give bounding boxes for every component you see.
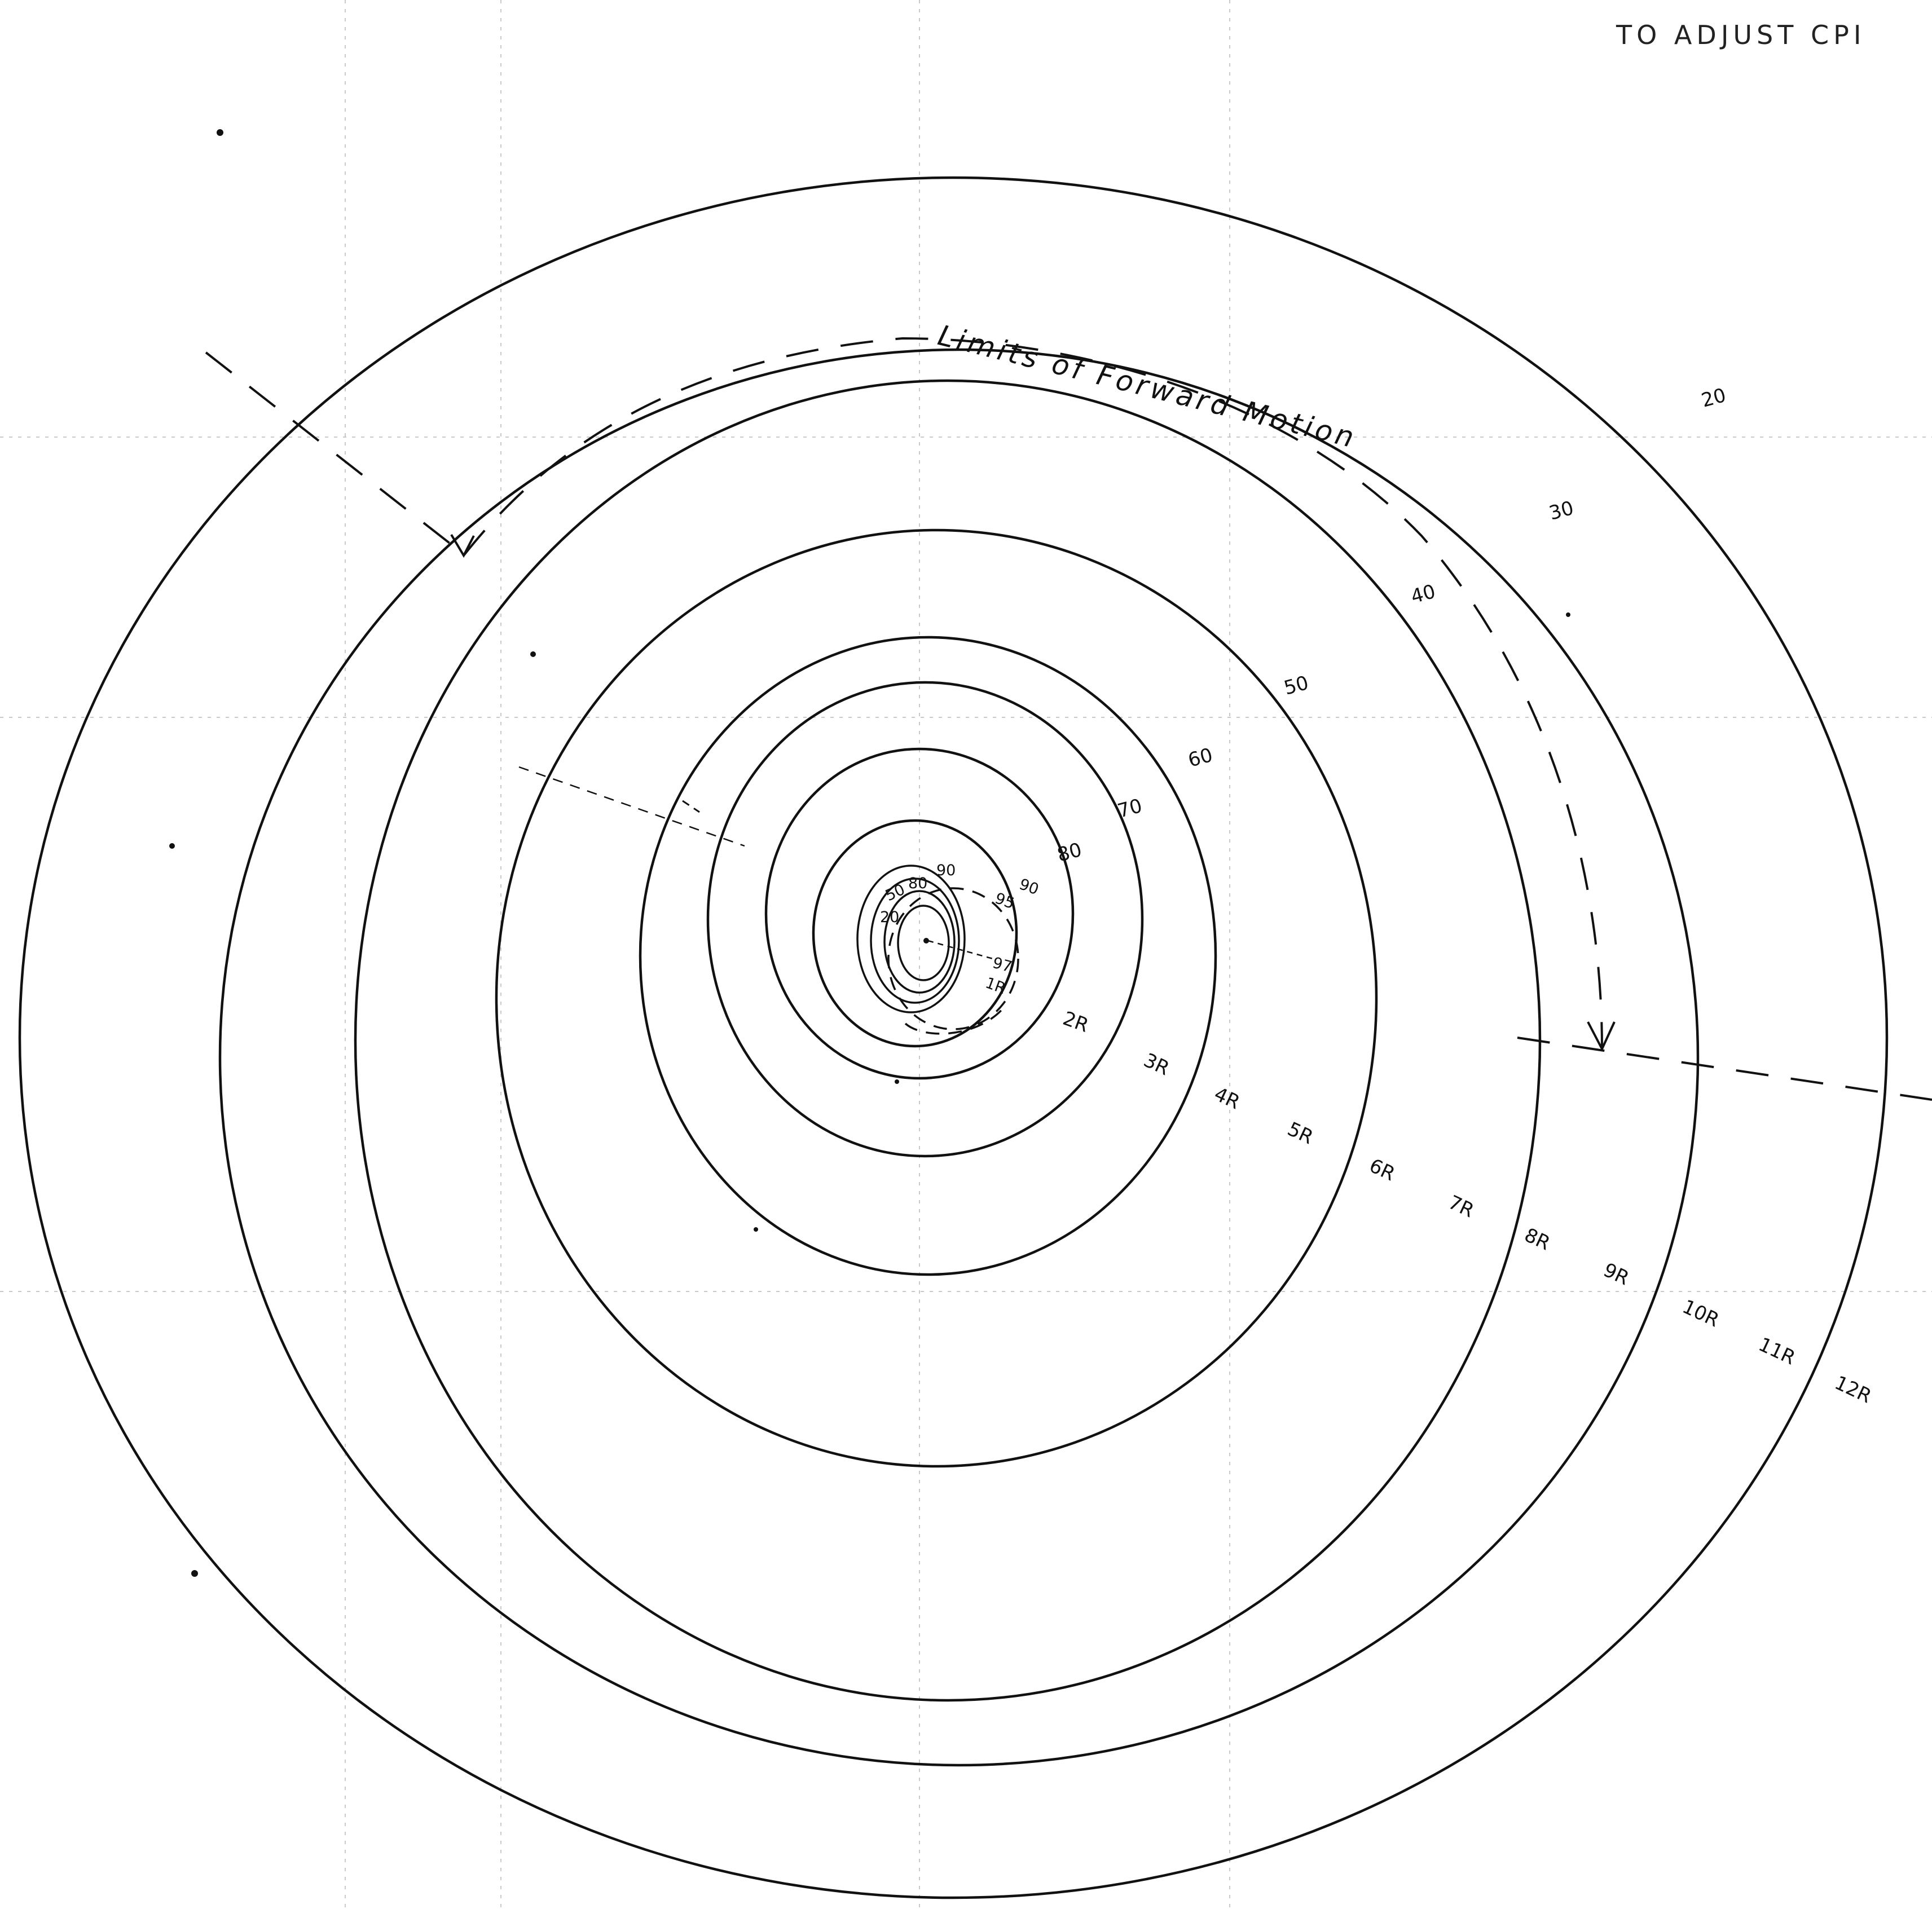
forward-motion-arc <box>463 337 1603 1050</box>
ring-60 <box>639 636 1217 1276</box>
ring-inner-b <box>870 878 960 1004</box>
percent-labels: 20 30 40 50 60 70 80 90 95 97 <box>991 384 1728 976</box>
inner-label: 90 <box>936 862 956 879</box>
percent-label: 60 <box>1186 744 1215 772</box>
percent-label: 20 <box>1699 384 1728 412</box>
scan-specks <box>169 129 1570 1577</box>
ring-outer-20 <box>18 176 1889 1899</box>
percent-label: 90 <box>1017 875 1041 898</box>
radius-label: 4R <box>1211 1083 1243 1114</box>
ring-inner-a <box>856 865 966 1013</box>
radius-label: 8R <box>1521 1224 1553 1255</box>
radius-label: 7R <box>1445 1191 1477 1222</box>
contour-rings <box>18 176 1889 1899</box>
radius-label: 9R <box>1600 1259 1632 1290</box>
ring-inner-d <box>897 905 950 981</box>
ring-90 <box>812 819 1018 1048</box>
radius-label: 5R <box>1284 1118 1317 1149</box>
inner-label: 80 <box>908 875 927 892</box>
ring-inner-c <box>883 890 956 994</box>
header-text: TO ADJUST CPI <box>1616 20 1865 50</box>
radius-label: 3R <box>1140 1049 1173 1080</box>
percent-label: 40 <box>1409 580 1438 609</box>
radius-labels: 1R 2R 3R 4R 5R 6R 7R 8R 9R 10R 11R 12R <box>983 974 1875 1408</box>
radius-label: 1R <box>983 974 1008 997</box>
left-limit-line <box>205 351 467 557</box>
ring-97-dashed <box>904 1003 1008 1035</box>
center-point <box>923 938 929 944</box>
ring-95-dashed <box>887 887 1019 1030</box>
forward-motion-label: Limits of Forward Motion <box>935 319 1360 455</box>
percent-label: 50 <box>1282 672 1311 700</box>
left-arrow-icon <box>450 534 475 558</box>
radius-label: 12R <box>1831 1372 1875 1408</box>
inner-dash-stub <box>682 800 700 813</box>
forward-motion-limits <box>205 337 1932 1101</box>
radius-label: 2R <box>1060 1007 1092 1037</box>
radius-label: 10R <box>1679 1295 1723 1332</box>
radius-label: 11R <box>1755 1333 1799 1370</box>
ring-50 <box>495 528 1378 1468</box>
percent-label: 30 <box>1547 497 1576 525</box>
ring-70 <box>706 681 1144 1158</box>
inner-dash-stub-left <box>518 766 745 847</box>
inner-label: 20 <box>880 909 899 926</box>
ring-30 <box>218 348 1700 1767</box>
right-arrow-icon <box>1587 1021 1616 1052</box>
right-limit-line <box>1517 1037 1932 1101</box>
ring-80 <box>764 747 1075 1080</box>
radius-label: 6R <box>1366 1154 1398 1185</box>
inner-label: 50 <box>883 881 908 905</box>
percent-label: 70 <box>1115 795 1145 823</box>
center-dash-stub <box>927 940 993 960</box>
